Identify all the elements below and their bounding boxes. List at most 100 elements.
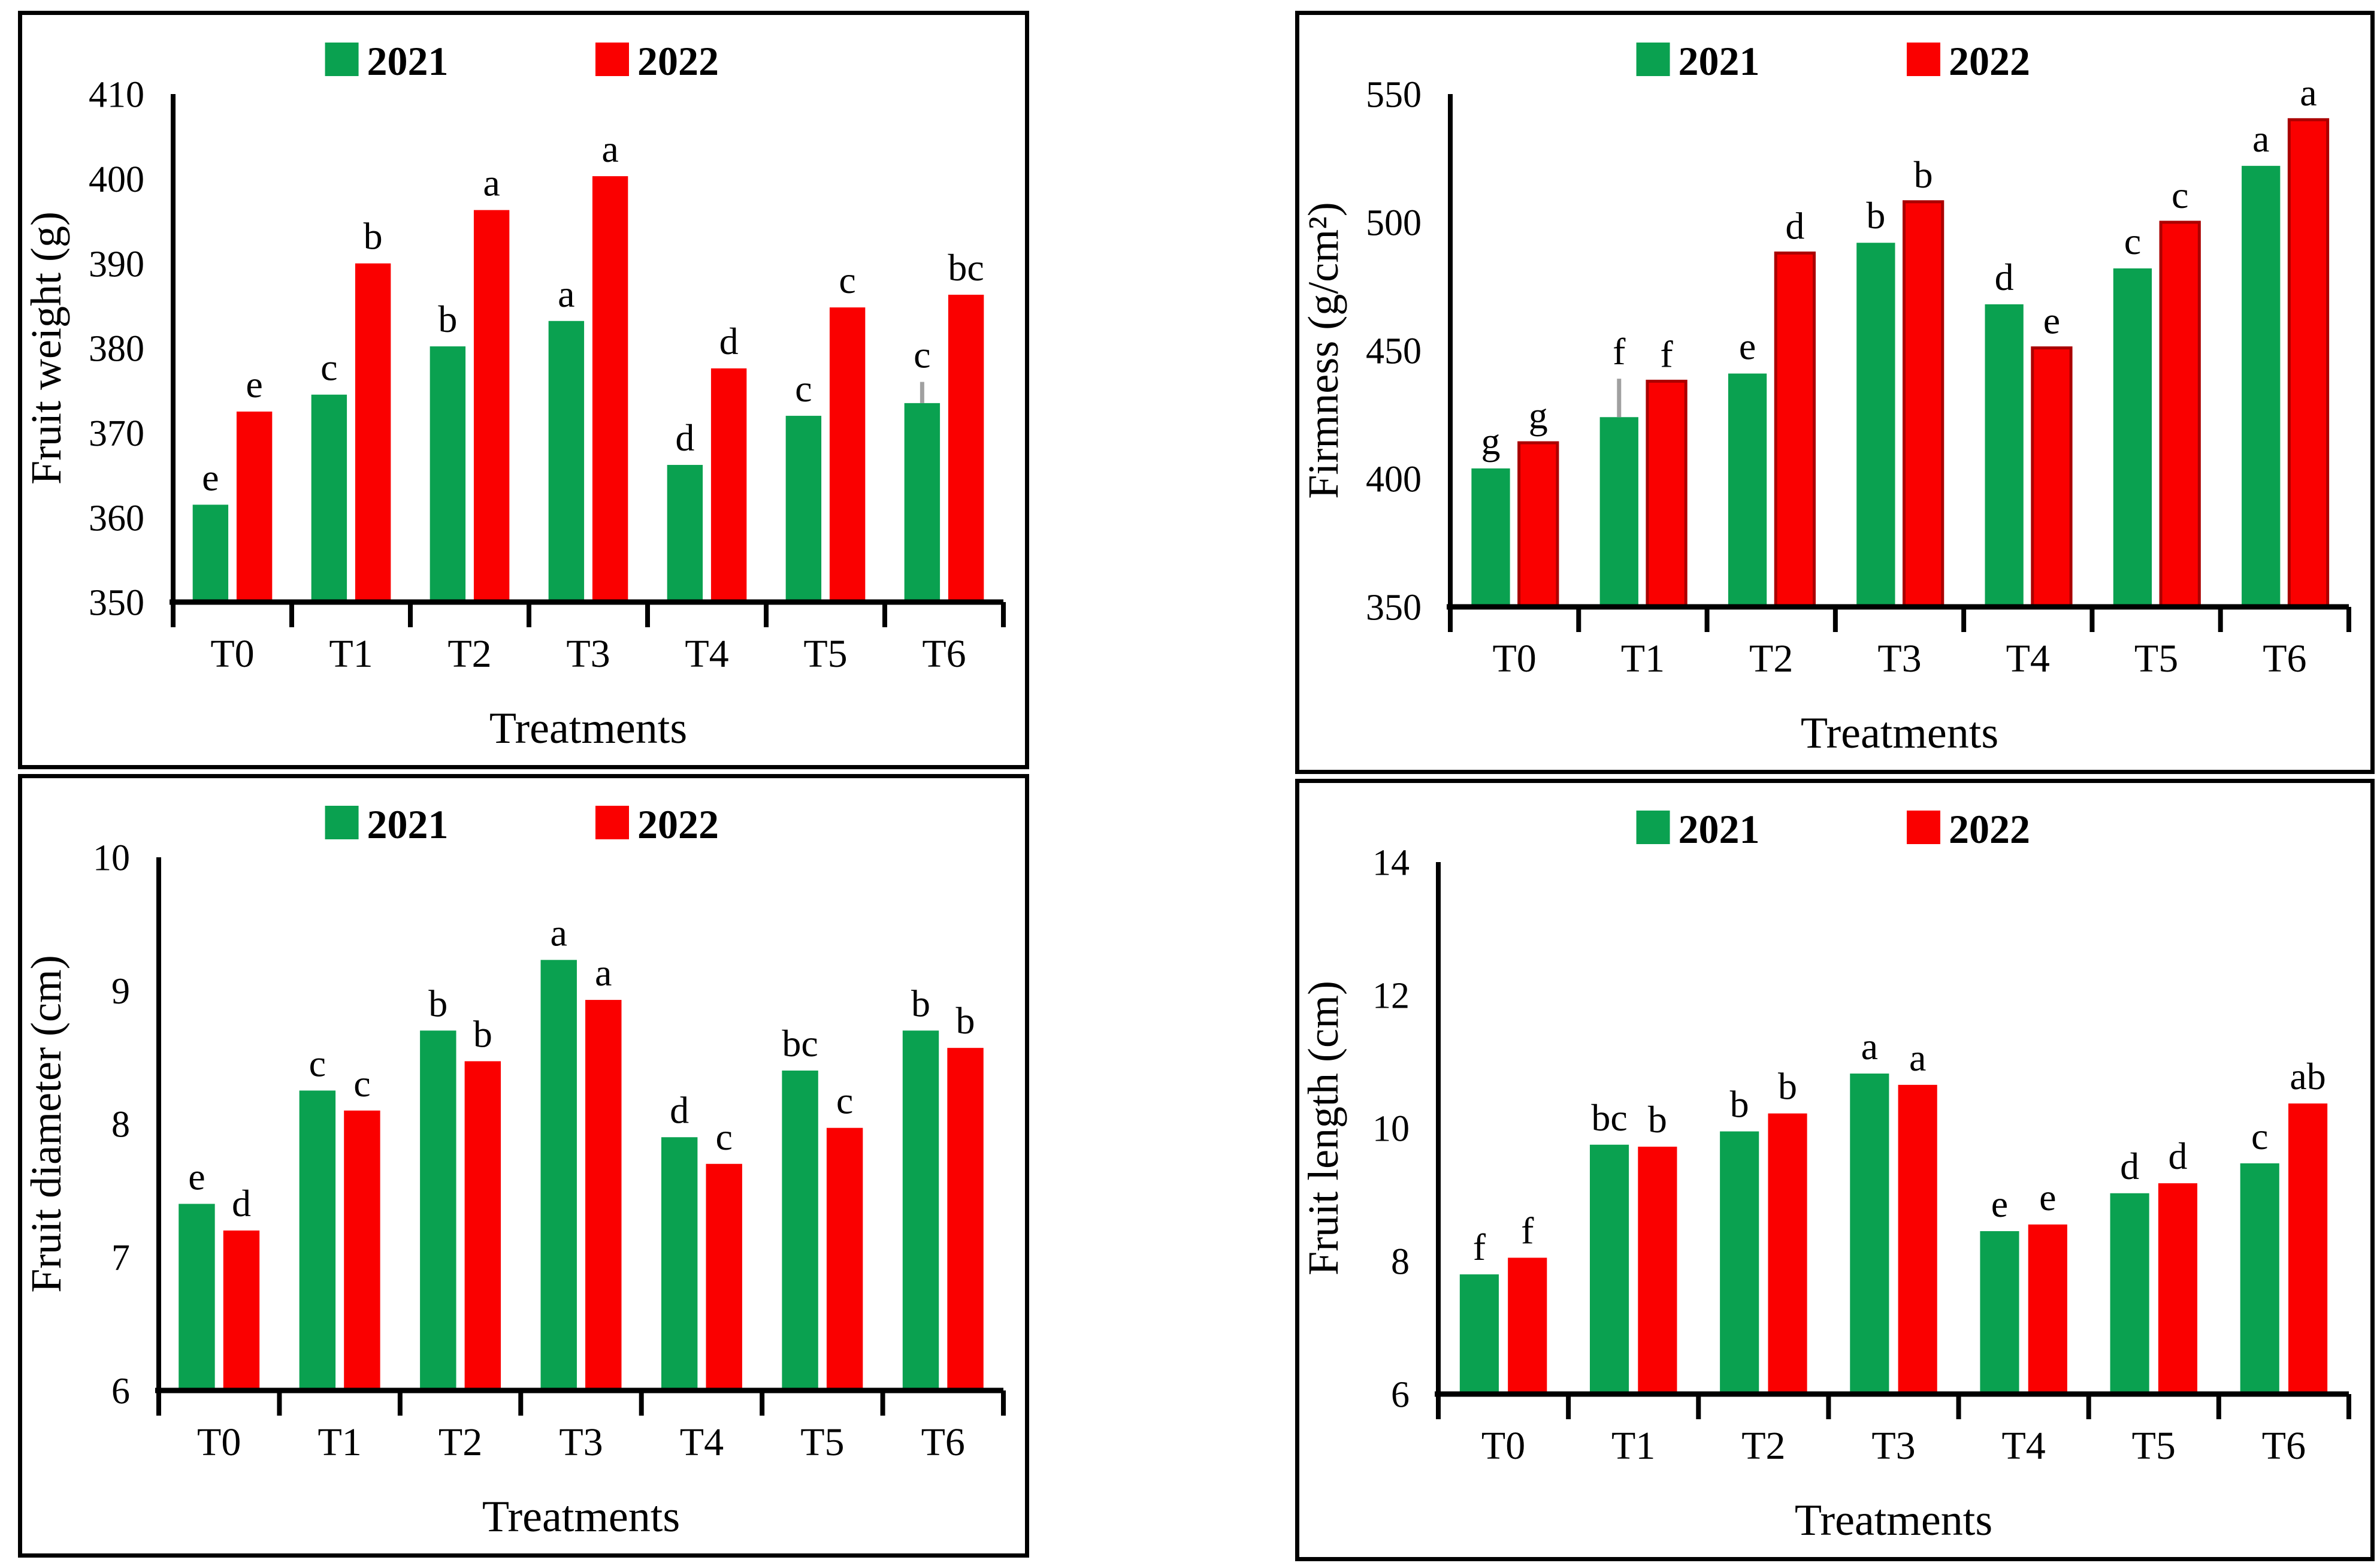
y-tick-label: 400 bbox=[89, 159, 144, 200]
bar-2021-T5 bbox=[2110, 1193, 2149, 1394]
bar-2021-T1 bbox=[299, 1090, 336, 1390]
sig-letter-2021-T0: g bbox=[1481, 420, 1501, 462]
y-axis-title: Firmness (g/cm²) bbox=[1299, 202, 1347, 499]
bar-2022-T4 bbox=[2031, 346, 2073, 609]
y-tick-label: 6 bbox=[1391, 1375, 1410, 1416]
legend-label-2021: 2021 bbox=[367, 802, 449, 847]
y-tick-label: 10 bbox=[1372, 1109, 1410, 1150]
y-tick-label: 6 bbox=[111, 1371, 130, 1412]
sig-letter-2022-T1: b bbox=[1648, 1098, 1667, 1141]
sig-letter-2021-T2: e bbox=[1739, 325, 1756, 368]
bar-2021-T5 bbox=[2113, 268, 2152, 607]
x-tick-label: T4 bbox=[2006, 637, 2050, 681]
legend-swatch-2022 bbox=[1907, 811, 1940, 844]
sig-letter-2022-T6: ab bbox=[2290, 1055, 2325, 1098]
bar-2021-T5 bbox=[785, 416, 822, 602]
sig-letter-2022-T1: c bbox=[353, 1062, 370, 1105]
bar-2021-T0 bbox=[179, 1204, 215, 1390]
y-tick-label: 410 bbox=[89, 75, 144, 116]
bar-2021-T4 bbox=[1980, 1231, 2019, 1394]
y-tick-label: 400 bbox=[1366, 459, 1422, 500]
x-tick-label: T0 bbox=[210, 632, 254, 676]
sig-letter-2021-T3: a bbox=[558, 273, 574, 315]
bar-2022-T1 bbox=[344, 1110, 380, 1390]
sig-letter-2022-T0: d bbox=[232, 1182, 251, 1225]
bar-2022-T6 bbox=[948, 294, 984, 603]
sig-letter-2022-T4: e bbox=[2043, 300, 2060, 342]
bar-2022-T3 bbox=[1903, 200, 1944, 609]
bar-2021-T0 bbox=[1459, 1274, 1499, 1394]
y-tick-label: 12 bbox=[1372, 976, 1410, 1017]
x-tick-label: T1 bbox=[1621, 637, 1665, 681]
sig-letter-2022-T2: a bbox=[483, 162, 500, 204]
x-axis-title: Treatments bbox=[1795, 1496, 1992, 1545]
x-axis-title: Treatments bbox=[489, 704, 687, 753]
sig-letter-2022-T5: c bbox=[839, 259, 855, 301]
bar-2021-T3 bbox=[548, 321, 585, 602]
bar-2022-T5 bbox=[829, 307, 866, 602]
sig-letter-2021-T4: d bbox=[675, 416, 694, 459]
x-tick-label: T3 bbox=[566, 632, 610, 676]
x-tick-label: T1 bbox=[1611, 1424, 1655, 1468]
sig-letter-2021-T5: c bbox=[795, 367, 812, 410]
bar-2022-T5 bbox=[2158, 1183, 2198, 1394]
legend-swatch-2022 bbox=[595, 806, 629, 839]
x-tick-label: T0 bbox=[1492, 637, 1536, 681]
bar-2022-T0 bbox=[1517, 441, 1559, 609]
sig-letter-2022-T0: f bbox=[1521, 1209, 1534, 1251]
chart-fruit-weight: 350 360 370 380 390 400 410 e e T0 c b T1 b a T2 a a T3 d d T… bbox=[22, 38, 1006, 753]
x-tick-label: T5 bbox=[800, 1420, 844, 1464]
sig-letter-2022-T0: e bbox=[246, 363, 262, 406]
y-tick-label: 500 bbox=[1366, 203, 1422, 244]
x-tick-label: T1 bbox=[317, 1420, 361, 1464]
sig-letter-2021-T3: a bbox=[1861, 1025, 1878, 1068]
bar-2021-T4 bbox=[667, 465, 703, 602]
x-tick-label: T6 bbox=[922, 632, 966, 676]
sig-letter-2022-T0: g bbox=[1529, 394, 1548, 437]
sig-letter-2021-T5: c bbox=[2124, 220, 2141, 262]
sig-letter-2021-T1: c bbox=[309, 1042, 326, 1084]
x-tick-label: T1 bbox=[329, 632, 373, 676]
legend-label-2021: 2021 bbox=[367, 38, 449, 84]
y-tick-label: 550 bbox=[1366, 75, 1422, 116]
y-tick-label: 8 bbox=[111, 1105, 130, 1145]
sig-letter-2021-T2: b bbox=[438, 298, 457, 340]
bar-2021-T3 bbox=[1856, 243, 1895, 607]
bar-2022-T4 bbox=[710, 368, 747, 602]
panel-firmness: 350 400 450 500 550 g g T0 f f T1 e d T2 b b T3 d e T4 c c T5 a… bbox=[1295, 11, 2375, 774]
bar-2022-T5 bbox=[826, 1127, 863, 1390]
sig-letter-2021-T0: f bbox=[1473, 1226, 1486, 1268]
x-axis-title: Treatments bbox=[482, 1492, 680, 1541]
x-tick-label: T5 bbox=[2134, 637, 2178, 681]
sig-letter-2021-T1: f bbox=[1613, 330, 1626, 373]
bar-2022-T4 bbox=[2028, 1224, 2067, 1394]
x-tick-label: T2 bbox=[447, 632, 491, 676]
sig-letter-2021-T0: e bbox=[202, 456, 219, 498]
bar-2021-T6 bbox=[902, 1030, 939, 1390]
sig-letter-2022-T6: b bbox=[956, 999, 975, 1042]
bar-2022-T3 bbox=[585, 1000, 622, 1390]
panel-fruit-diameter: 6 7 8 9 10 e d T0 c c T1 b b T2 a a T3 d c T4 bc c T5 b b T6 Treat… bbox=[18, 774, 1029, 1558]
y-tick-label: 390 bbox=[89, 244, 144, 285]
x-tick-label: T0 bbox=[1481, 1424, 1525, 1468]
legend-swatch-2022 bbox=[595, 43, 629, 76]
y-tick-label: 8 bbox=[1391, 1242, 1410, 1283]
sig-letter-2022-T2: b bbox=[473, 1012, 492, 1055]
sig-letter-2022-T5: c bbox=[836, 1080, 853, 1122]
panel-fruit-length: 6 8 10 12 14 f f T0 bc b T1 b b T2 a a T3 e e T4 d d T5 c ab T6 Tr… bbox=[1295, 779, 2375, 1561]
bar-2021-T2 bbox=[420, 1030, 456, 1390]
sig-letter-2022-T2: b bbox=[1778, 1065, 1797, 1108]
sig-letter-2021-T3: a bbox=[551, 911, 567, 954]
sig-letter-2021-T5: bc bbox=[782, 1022, 818, 1065]
x-tick-label: T4 bbox=[2001, 1424, 2045, 1468]
y-tick-label: 450 bbox=[1366, 331, 1422, 372]
y-tick-label: 350 bbox=[1366, 588, 1422, 628]
sig-letter-2022-T3: a bbox=[1909, 1036, 1926, 1079]
bar-2021-T4 bbox=[661, 1137, 698, 1390]
sig-letter-2022-T5: c bbox=[2172, 174, 2188, 216]
legend-label-2021: 2021 bbox=[1679, 38, 1760, 84]
x-tick-label: T2 bbox=[438, 1420, 482, 1464]
legend-swatch-2021 bbox=[325, 43, 359, 76]
y-tick-label: 10 bbox=[93, 838, 130, 879]
